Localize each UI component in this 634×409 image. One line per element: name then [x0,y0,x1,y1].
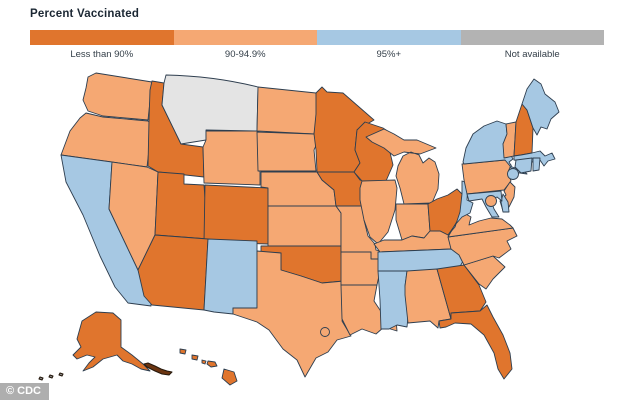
legend: Less than 90% 90-94.9% 95%+ Not available [30,30,604,60]
cdc-watermark: © CDC [0,383,49,400]
state-NY[interactable] [462,120,528,175]
state-NC[interactable] [447,227,518,266]
legend-label-0: Less than 90% [70,49,134,60]
legend-labels: Less than 90% 90-94.9% 95%+ Not available [30,49,604,60]
state-UT[interactable] [154,171,209,240]
legend-label-1: 90-94.9% [224,49,266,60]
state-HI[interactable] [179,348,238,386]
state-ND[interactable] [256,86,318,135]
legend-swatch-3 [460,30,604,45]
state-MT[interactable] [161,74,259,145]
state-RI[interactable] [532,157,541,172]
state-CO[interactable] [203,184,269,245]
state-MS[interactable] [377,270,410,330]
legend-swatch-2 [317,30,461,45]
state-KS[interactable] [267,205,342,247]
aleutian-islands [143,362,173,376]
state-FL[interactable] [438,304,513,380]
state-SD[interactable] [256,131,320,172]
aleutian-dots [38,372,64,381]
state-ME[interactable] [521,78,560,136]
callout-circle-nyc[interactable] [507,168,519,180]
state-TX[interactable] [232,250,352,378]
legend-swatch-0 [30,30,174,45]
legend-label-3: Not available [504,49,560,60]
state-MI[interactable] [365,128,440,205]
us-choropleth-map [0,60,634,404]
state-IN[interactable] [395,203,431,241]
legend-swatch-1 [173,30,317,45]
state-PA[interactable] [461,159,512,195]
state-AK[interactable] [72,311,151,372]
page-title: Percent Vaccinated [30,8,140,20]
callout-circle-dc[interactable] [485,195,497,207]
state-CT[interactable] [514,157,533,174]
state-WY[interactable] [202,130,261,186]
legend-color-bar [30,30,604,45]
state-WA[interactable] [82,72,153,121]
state-NM[interactable] [203,238,258,315]
callout-circle-houston[interactable] [320,327,330,337]
legend-label-2: 95%+ [376,49,402,60]
